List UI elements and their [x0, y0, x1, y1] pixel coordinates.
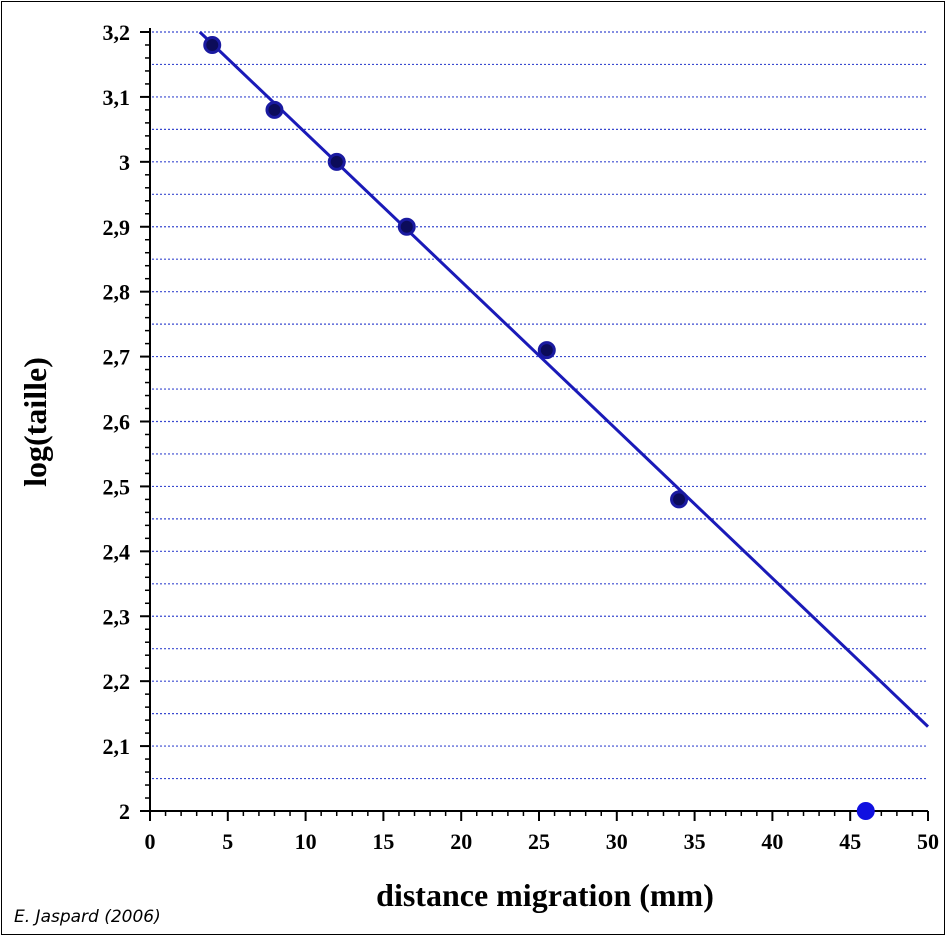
y-tick-label: 2,2: [103, 669, 131, 694]
x-tick-label: 15: [372, 829, 394, 854]
data-point: [265, 100, 284, 119]
y-tick-label: 2,1: [103, 734, 131, 759]
data-point: [397, 217, 416, 236]
y-tick-label: 3,1: [103, 85, 131, 110]
x-tick-label: 5: [222, 829, 233, 854]
x-tick-label: 35: [684, 829, 706, 854]
data-points: [203, 35, 875, 820]
y-tick-label: 3,2: [103, 20, 131, 45]
fit-line: [198, 30, 930, 728]
data-point: [203, 35, 222, 54]
x-tick-label: 45: [839, 829, 861, 854]
y-tick-label: 2: [119, 799, 130, 824]
grid-lines: [152, 31, 928, 780]
x-axis-ticks: 0 5 10 15 20 25 30 35 40 45 50: [145, 811, 939, 854]
y-axis-ticks: 2 2,1 2,2 2,3 2,4 2,5 2,6 2,7 2,8 2,9 3 3,1 3,2: [103, 20, 150, 824]
x-tick-label: 20: [450, 829, 472, 854]
x-tick-label: 50: [917, 829, 939, 854]
y-tick-label: 2,4: [103, 539, 131, 564]
axes: [149, 28, 928, 812]
x-tick-label: 0: [145, 829, 156, 854]
x-tick-label: 30: [606, 829, 628, 854]
x-tick-label: 10: [295, 829, 317, 854]
unknown-point: [856, 802, 875, 820]
data-point: [670, 490, 689, 509]
y-tick-label: 2,5: [103, 474, 131, 499]
x-tick-label: 25: [528, 829, 550, 854]
credit-text: E. Jaspard (2006): [14, 907, 161, 927]
y-tick-label: 2,3: [103, 604, 131, 629]
y-axis-title: log(taille): [17, 357, 53, 487]
y-tick-label: 3: [119, 150, 130, 175]
x-tick-label: 40: [761, 829, 783, 854]
y-tick-label: 2,7: [103, 345, 131, 370]
y-tick-label: 2,6: [103, 410, 131, 435]
x-axis-title: distance migration (mm): [376, 877, 714, 913]
y-tick-label: 2,8: [103, 280, 131, 305]
data-point: [537, 341, 556, 360]
y-tick-label: 2,9: [103, 215, 131, 240]
data-point: [327, 152, 346, 171]
